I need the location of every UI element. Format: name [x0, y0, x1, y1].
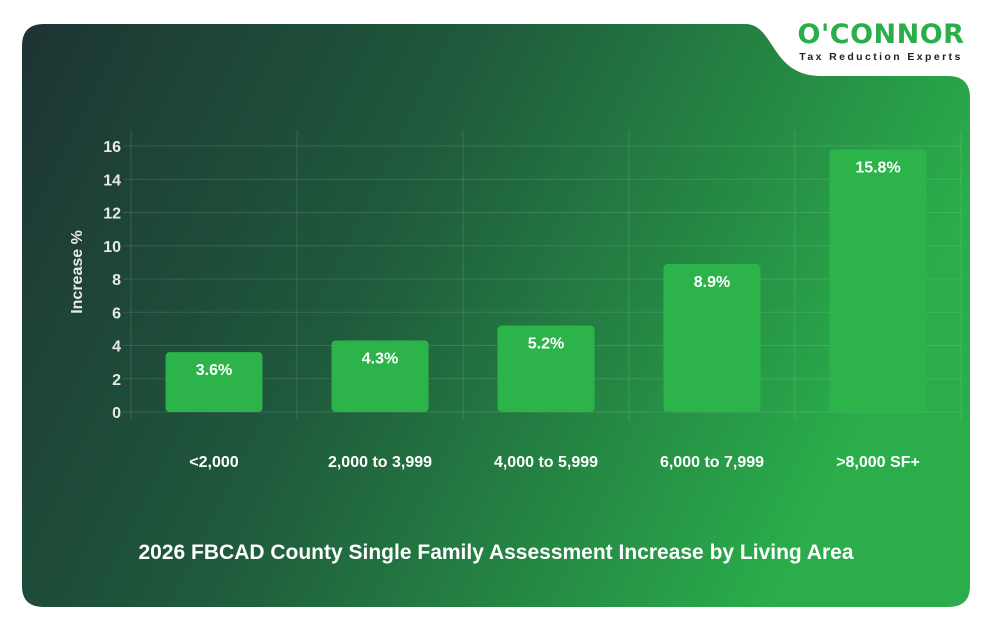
y-tick-label: 10: [103, 239, 121, 256]
data-label: 8.9%: [694, 274, 730, 291]
y-tick-label: 14: [103, 172, 121, 189]
y-tick-label: 2: [112, 372, 121, 389]
bar: [497, 325, 595, 412]
y-tick-label: 8: [112, 272, 121, 289]
bar: [829, 149, 927, 412]
x-tick-label: 4,000 to 5,999: [494, 454, 598, 471]
x-tick-label: >8,000 SF+: [836, 454, 920, 471]
x-tick-label: 6,000 to 7,999: [660, 454, 764, 471]
y-tick-label: 0: [112, 405, 121, 422]
y-axis-label: Increase %: [69, 230, 86, 314]
y-tick-label: 6: [112, 305, 121, 322]
y-axis-ticks: 0 2 4 6 8 10 12 14 16: [103, 139, 121, 422]
data-label: 15.8%: [855, 159, 900, 176]
y-tick-label: 4: [112, 339, 121, 356]
bar: [331, 340, 429, 412]
x-tick-label: <2,000: [189, 454, 238, 471]
x-axis-ticks: <2,000 2,000 to 3,999 4,000 to 5,999 6,000 …: [189, 454, 920, 471]
data-label: 5.2%: [528, 336, 564, 353]
y-tick-label: 16: [103, 139, 121, 156]
chart-title: 2026 FBCAD County Single Family Assessme…: [138, 541, 854, 564]
grid: [123, 130, 962, 420]
logo-tagline: Tax Reduction Experts: [799, 51, 963, 63]
data-label: 3.6%: [196, 362, 232, 379]
bar: [165, 352, 263, 412]
logo-wordmark: O'CONNOR: [797, 19, 965, 50]
bars: 3.6% 4.3% 5.2% 8.9% 15.8%: [165, 149, 927, 412]
oconnor-logo: O'CONNOR Tax Reduction Experts: [786, 19, 976, 64]
y-tick-label: 12: [103, 206, 121, 223]
data-label: 4.3%: [362, 351, 398, 368]
bar: [663, 264, 761, 412]
x-tick-label: 2,000 to 3,999: [328, 454, 432, 471]
